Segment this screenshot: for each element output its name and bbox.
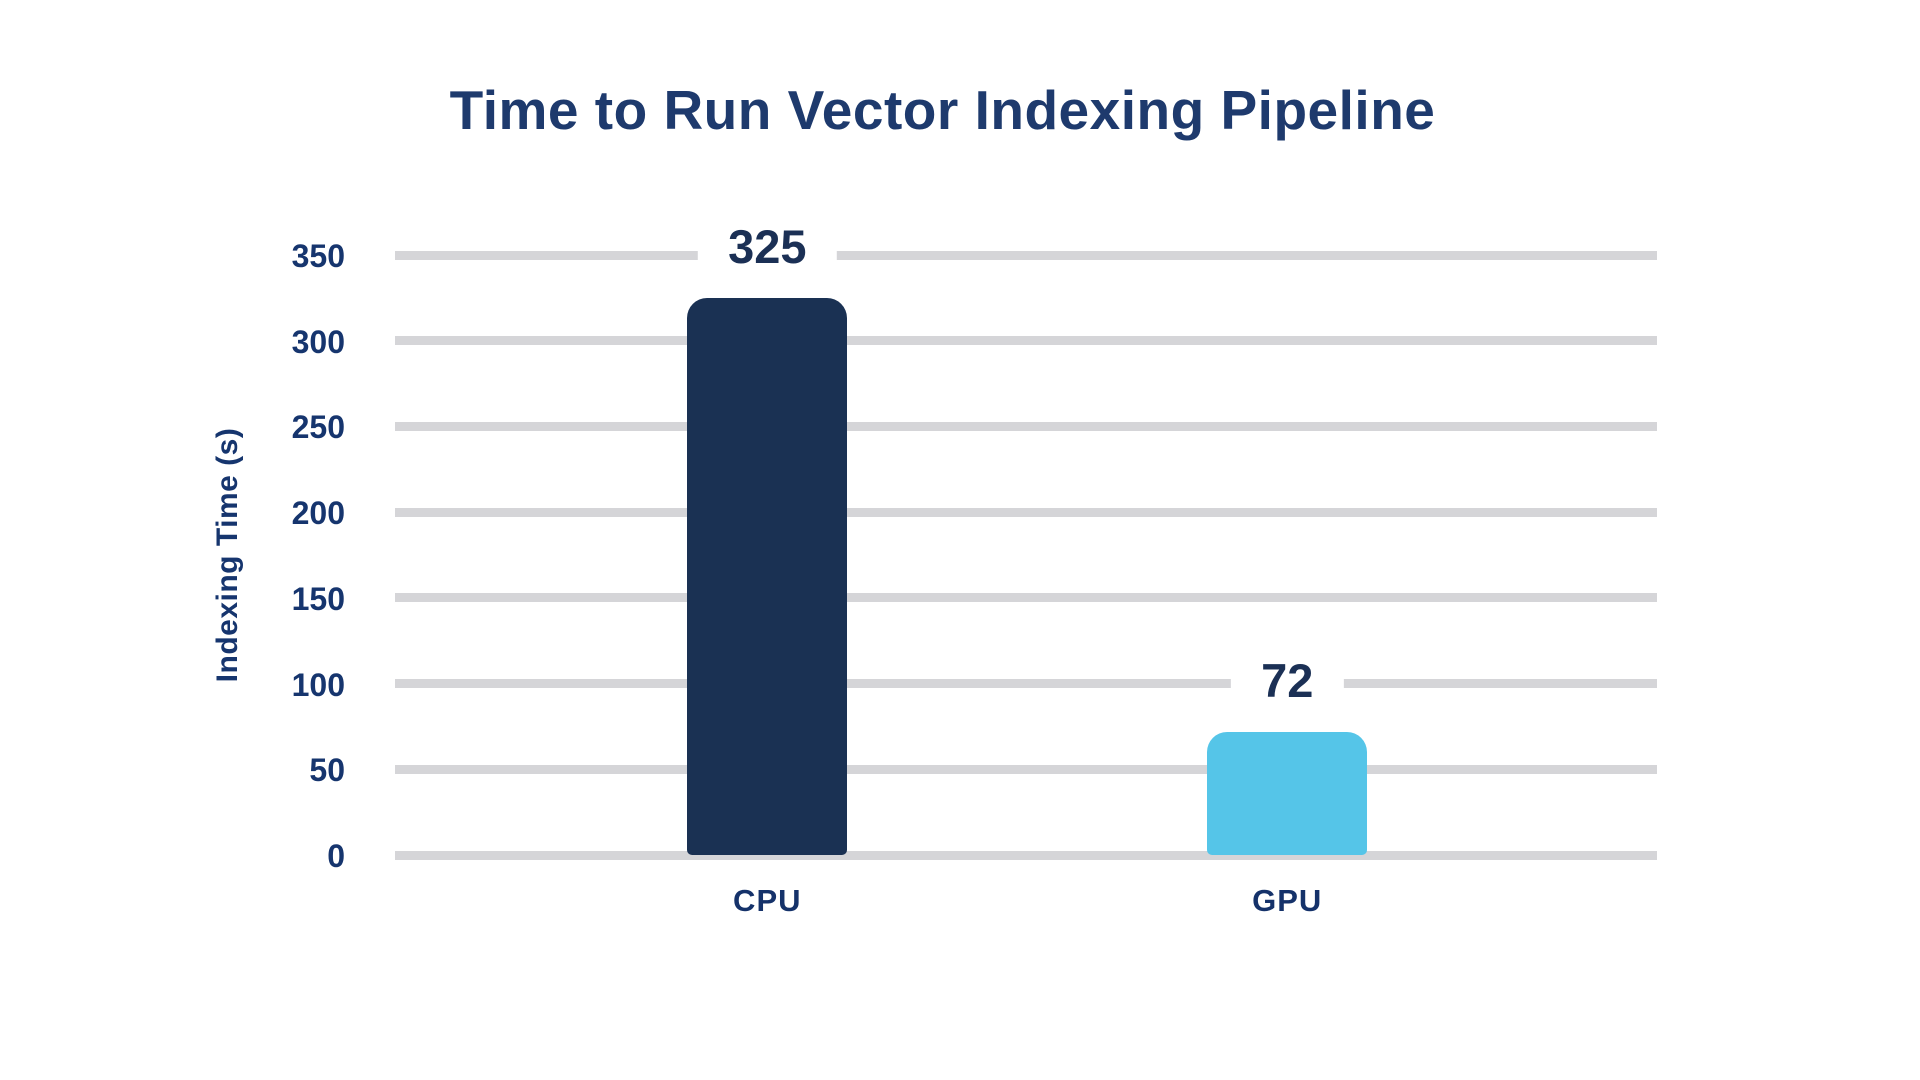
value-label-gpu: 72 <box>1231 652 1344 708</box>
y-axis-title: Indexing Time (s) <box>211 427 244 683</box>
y-tick-label-200: 200 <box>291 495 345 532</box>
x-category-label-gpu: GPU <box>1252 883 1323 918</box>
y-tick-label-250: 250 <box>291 409 345 446</box>
y-tick-label-150: 150 <box>291 580 345 617</box>
y-tick-label-300: 300 <box>291 323 345 360</box>
gridline-50 <box>395 764 1657 774</box>
bar-cpu <box>687 297 848 855</box>
gridline-0 <box>395 850 1657 860</box>
gridline-150 <box>395 593 1657 603</box>
y-tick-label-50: 50 <box>309 752 345 789</box>
gridline-250 <box>395 421 1657 431</box>
chart-title: Time to Run Vector Indexing Pipeline <box>449 79 1436 141</box>
x-category-label-cpu: CPU <box>733 883 802 918</box>
y-tick-label-100: 100 <box>291 666 345 703</box>
gridline-350 <box>395 250 1657 260</box>
gridline-300 <box>395 336 1657 346</box>
gridline-100 <box>395 679 1657 689</box>
y-tick-label-350: 350 <box>291 238 345 274</box>
value-label-cpu: 325 <box>698 218 837 274</box>
bar-gpu <box>1207 731 1368 855</box>
gridline-200 <box>395 507 1657 517</box>
plot-area: 350 300 250 200 150 100 50 0 325 CPU 72 GPU <box>292 218 1657 918</box>
y-tick-label-0: 0 <box>327 838 345 874</box>
